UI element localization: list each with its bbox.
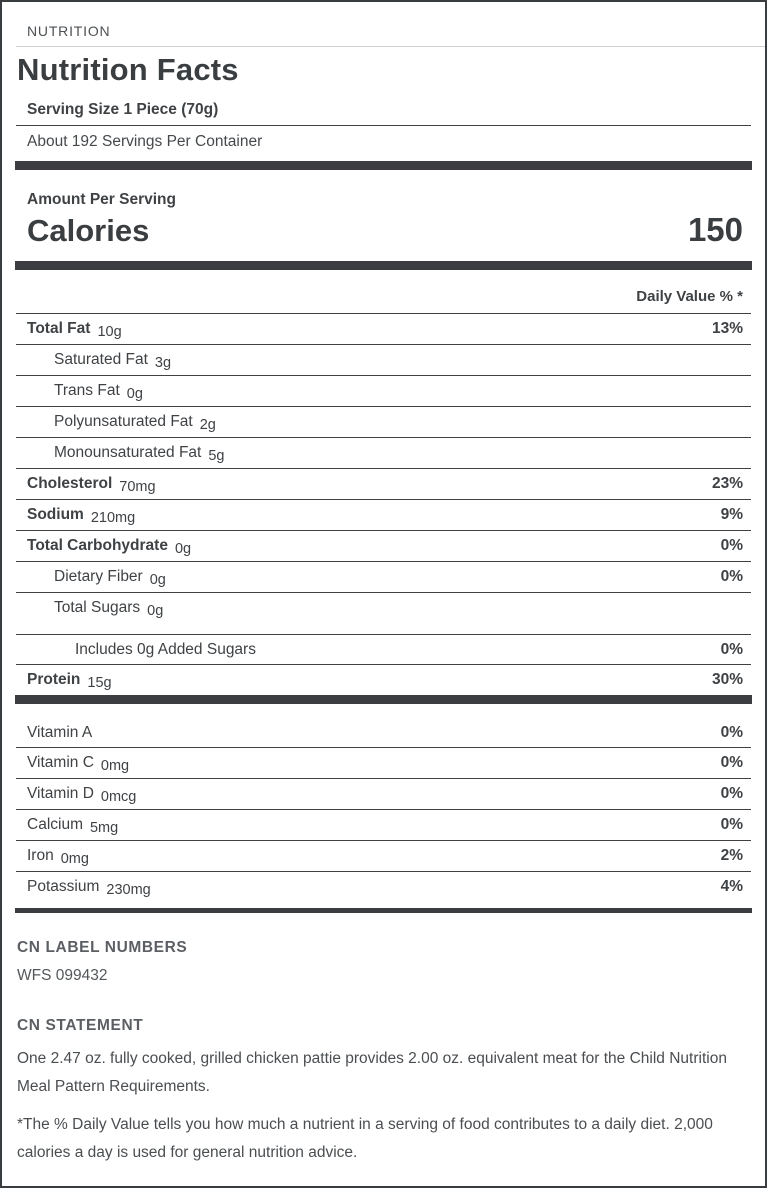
nutrient-name: Total Carbohydrate — [27, 537, 168, 554]
vitamin-row-vitamin-a: Vitamin A 0% — [16, 718, 751, 748]
nutrient-name: Total Sugars — [54, 599, 141, 616]
nutrient-amount: 5g — [208, 448, 225, 464]
nutrient-dv: 0% — [720, 568, 743, 585]
vitamin-amount: 0mcg — [100, 789, 137, 805]
vitamin-row-vitamin-c: Vitamin C 0mg 0% — [16, 748, 751, 779]
nutrient-dv: 9% — [720, 506, 743, 523]
section-label: NUTRITION — [27, 23, 111, 39]
vitamin-row-calcium: Calcium 5mg 0% — [16, 810, 751, 841]
vitamin-dv: 4% — [720, 878, 743, 895]
nutrient-name: Total Fat — [27, 320, 91, 337]
nutrient-row-total-fat: Total Fat 10g 13% — [16, 314, 751, 345]
vitamin-dv: 2% — [720, 847, 743, 864]
nutrient-amount: 210mg — [90, 510, 136, 526]
vitamin-name: Vitamin D — [27, 785, 94, 802]
vitamin-name: Vitamin A — [27, 724, 93, 741]
nutrient-name: Protein — [27, 671, 81, 688]
vitamin-dv: 0% — [720, 816, 743, 833]
nutrient-name: Polyunsaturated Fat — [54, 413, 193, 430]
serving-size-divider — [16, 125, 751, 126]
nutrient-row-trans-fat: Trans Fat 0g — [16, 376, 751, 407]
nutrient-amount: 0g — [149, 572, 166, 588]
vitamin-rows: Vitamin A 0% Vitamin C 0mg 0% Vitamin D … — [16, 718, 751, 902]
vitamin-dv: 0% — [720, 785, 743, 802]
vitamin-amount: 230mg — [106, 882, 151, 898]
calories-value: 150 — [687, 211, 743, 248]
vitamin-amount: 0mg — [100, 758, 130, 774]
calories-row: Calories 150 — [27, 211, 743, 249]
nutrient-name: Monounsaturated Fat — [54, 444, 202, 461]
serving-size: Serving Size 1 Piece (70g) — [27, 101, 219, 118]
thick-bar-vitamins — [15, 695, 752, 704]
nutrient-name: Cholesterol — [27, 475, 113, 492]
nutrient-rows: Total Fat 10g 13% Saturated Fat 3g Trans… — [16, 314, 751, 695]
amount-per-serving-label: Amount Per Serving — [27, 191, 176, 208]
nutrient-row-sodium: Sodium 210mg 9% — [16, 500, 751, 531]
page-title: Nutrition Facts — [17, 52, 239, 87]
nutrient-amount: 0g — [126, 386, 143, 402]
nutrient-row-dietary-fiber: Dietary Fiber 0g 0% — [16, 562, 751, 593]
daily-value-footnote: *The % Daily Value tells you how much a … — [17, 1116, 713, 1161]
nutrient-dv: 0% — [720, 641, 743, 658]
nutrient-name: Sodium — [27, 506, 84, 523]
cn-statement-text: One 2.47 oz. fully cooked, grilled chick… — [17, 1050, 727, 1095]
calories-label: Calories — [27, 213, 150, 248]
nutrient-amount: 10g — [97, 324, 122, 340]
nutrient-amount: 15g — [87, 675, 112, 691]
thick-bar-top — [15, 161, 752, 170]
nutrient-amount: 0g — [174, 541, 192, 557]
nutrient-row-total-carbohydrate: Total Carbohydrate 0g 0% — [16, 531, 751, 562]
daily-value-header: Daily Value % * — [16, 288, 751, 314]
vitamin-dv: 0% — [720, 724, 743, 741]
cn-label-number-value: WFS 099432 — [17, 967, 108, 984]
cn-label-numbers-heading: CN LABEL NUMBERS — [17, 939, 188, 956]
nutrient-row-monounsaturated-fat: Monounsaturated Fat 5g — [16, 438, 751, 469]
nutrient-dv: 0% — [720, 537, 743, 554]
nutrient-row-protein: Protein 15g 30% — [16, 665, 751, 695]
nutrient-row-cholesterol: Cholesterol 70mg 23% — [16, 469, 751, 500]
nutrient-name: Saturated Fat — [54, 351, 148, 368]
vitamin-dv: 0% — [720, 754, 743, 771]
nutrient-amount: 70mg — [119, 479, 156, 495]
header-divider — [16, 46, 765, 47]
vitamin-name: Calcium — [27, 816, 83, 833]
nutrient-amount: 3g — [154, 355, 172, 371]
nutrient-row-saturated-fat: Saturated Fat 3g — [16, 345, 751, 376]
vitamin-name: Iron — [27, 847, 54, 864]
thick-bar-bottom — [15, 908, 752, 913]
vitamin-name: Vitamin C — [27, 754, 94, 771]
nutrient-row-polyunsaturated-fat: Polyunsaturated Fat 2g — [16, 407, 751, 438]
vitamin-row-vitamin-d: Vitamin D 0mcg 0% — [16, 779, 751, 810]
nutrient-row-total-sugars: Total Sugars 0g — [16, 593, 751, 635]
servings-per-container: About 192 Servings Per Container — [27, 133, 263, 150]
vitamin-amount: 5mg — [89, 820, 119, 836]
vitamin-row-potassium: Potassium 230mg 4% — [16, 872, 751, 902]
thick-bar-calories — [15, 261, 752, 270]
nutrient-dv: 23% — [711, 475, 743, 492]
nutrient-amount: 2g — [199, 417, 216, 433]
nutrient-name: Trans Fat — [54, 382, 120, 399]
nutrient-name: Includes 0g Added Sugars — [75, 641, 256, 658]
cn-statement-heading: CN STATEMENT — [17, 1017, 144, 1034]
nutrient-row-added-sugars: Includes 0g Added Sugars 0% — [16, 635, 751, 665]
nutrient-dv: 30% — [711, 671, 743, 688]
nutrient-amount: 0g — [147, 603, 164, 619]
nutrient-name: Dietary Fiber — [54, 568, 143, 585]
vitamin-amount: 0mg — [60, 851, 89, 867]
nutrient-dv: 13% — [711, 320, 743, 337]
vitamin-name: Potassium — [27, 878, 100, 895]
cn-section: CN LABEL NUMBERS WFS 099432 CN STATEMENT… — [17, 939, 743, 1186]
vitamin-row-iron: Iron 0mg 2% — [16, 841, 751, 872]
